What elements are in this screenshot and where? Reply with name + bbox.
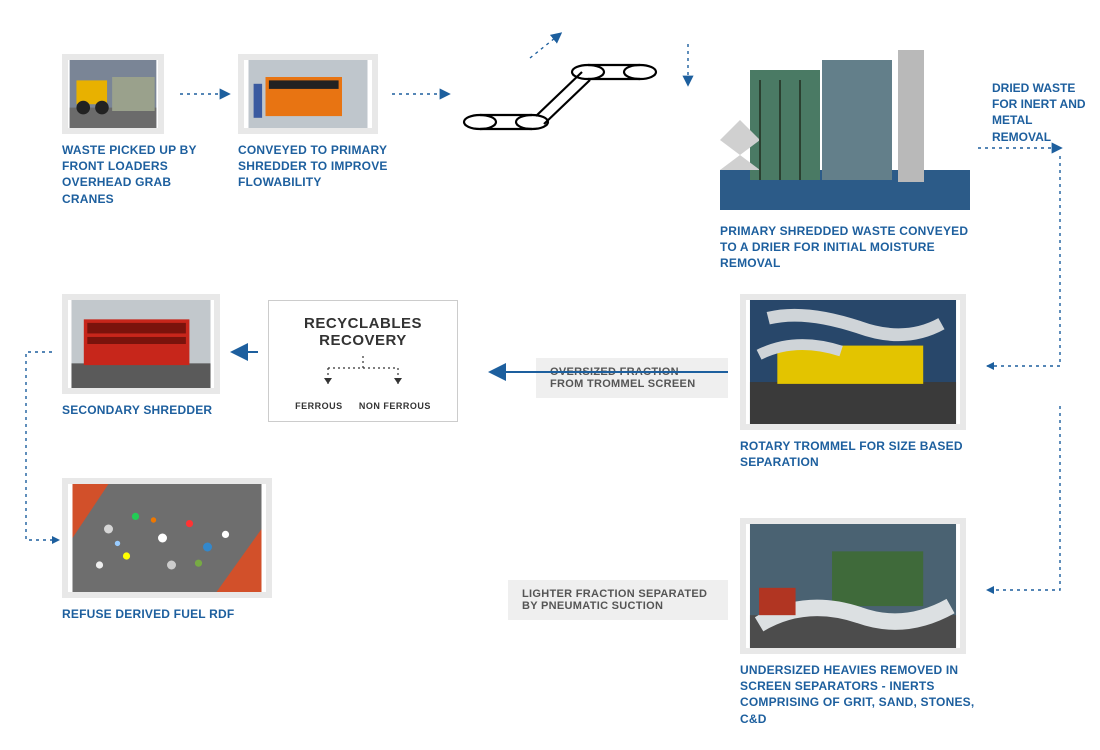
step-secondary-shredder: SECONDARY SHREDDER: [62, 294, 242, 418]
recyclables-recovery-box: RECYCLABLES RECOVERY FERROUS NON FERROUS: [268, 300, 458, 422]
caption-separators: UNDERSIZED HEAVIES REMOVED IN SCREEN SEP…: [740, 662, 990, 727]
caption-primary-shredder: CONVEYED TO PRIMARY SHREDDER TO IMPROVE …: [238, 142, 418, 191]
caption-trommel: ROTARY TROMMEL FOR SIZE BASED SEPARATION: [740, 438, 980, 470]
tag-oversized-fraction: OVERSIZED FRACTION FROM TROMMEL SCREEN: [536, 358, 728, 398]
step-separators: UNDERSIZED HEAVIES REMOVED IN SCREEN SEP…: [740, 518, 990, 727]
step-primary-shredder: CONVEYED TO PRIMARY SHREDDER TO IMPROVE …: [238, 54, 418, 191]
step-drier: PRIMARY SHREDDED WASTE CONVEYED TO A DRI…: [720, 40, 980, 272]
recovery-title: RECYCLABLES RECOVERY: [287, 315, 439, 350]
photo-rdf: [62, 478, 272, 598]
step-rdf: REFUSE DERIVED FUEL RDF: [62, 478, 282, 622]
label-dried-waste: DRIED WASTE FOR INERT AND METAL REMOVAL: [992, 80, 1092, 145]
caption-drier: PRIMARY SHREDDED WASTE CONVEYED TO A DRI…: [720, 223, 980, 272]
recovery-branch-ferrous: FERROUS: [295, 401, 343, 411]
photo-front-loader: [62, 54, 164, 134]
photo-secondary-shredder: [62, 294, 220, 394]
recovery-branch-nonferrous: NON FERROUS: [359, 401, 431, 411]
photo-drier: [720, 40, 970, 210]
caption-secondary-shredder: SECONDARY SHREDDER: [62, 402, 242, 418]
caption-rdf: REFUSE DERIVED FUEL RDF: [62, 606, 282, 622]
photo-separators: [740, 518, 966, 654]
conveyor-illustration: [460, 24, 660, 149]
tag-lighter-fraction: LIGHTER FRACTION SEPARATED BY PNEUMATIC …: [508, 580, 728, 620]
step-trommel: ROTARY TROMMEL FOR SIZE BASED SEPARATION: [740, 294, 980, 470]
step-waste-pickup: WASTE PICKED UP BY FRONT LOADERS OVERHEA…: [62, 54, 222, 207]
photo-trommel: [740, 294, 966, 430]
photo-primary-shredder: [238, 54, 378, 134]
caption-waste-pickup: WASTE PICKED UP BY FRONT LOADERS OVERHEA…: [62, 142, 222, 207]
